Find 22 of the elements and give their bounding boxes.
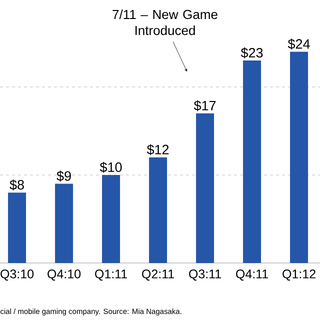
data-label: $23 — [240, 47, 263, 58]
bar — [8, 192, 26, 263]
x-tick-label: Q1:12 — [282, 270, 316, 281]
x-tick-label: Q4:10 — [48, 270, 81, 281]
data-label: $17 — [194, 100, 216, 112]
data-label: $8 — [10, 179, 24, 190]
data-label: $10 — [100, 162, 122, 173]
bar — [102, 174, 120, 263]
bar — [290, 52, 308, 263]
text: 7/11 – New Game Introduced — [112, 10, 218, 36]
data-label: $24 — [288, 38, 310, 50]
data-label: $12 — [146, 144, 169, 156]
bar — [149, 157, 168, 263]
x-tick-label: Q1:11 — [95, 270, 127, 281]
bar — [196, 113, 214, 263]
bar — [55, 184, 74, 263]
x-tick-label: Q2:11 — [142, 270, 174, 281]
data-label: $9 — [56, 170, 71, 182]
x-tick-label: Q3:11 — [189, 270, 221, 281]
x-tick-label: Q3:10 — [0, 270, 34, 281]
bar — [243, 60, 262, 263]
x-tick-label: Q4:11 — [236, 270, 268, 281]
